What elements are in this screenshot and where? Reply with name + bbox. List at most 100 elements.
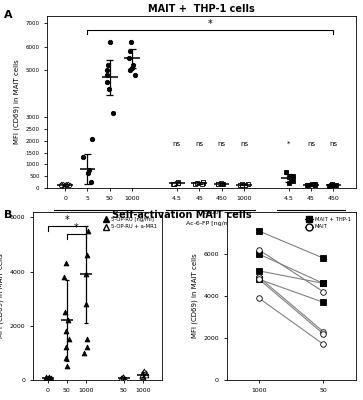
Point [170, 180, 176, 187]
Text: *: * [65, 215, 69, 225]
Text: *: * [287, 141, 290, 147]
Point [321, 255, 326, 262]
Point [130, 62, 136, 69]
Point [334, 182, 339, 189]
Point [256, 251, 262, 257]
Point [122, 376, 128, 382]
Point [321, 280, 326, 286]
Text: ns: ns [240, 141, 248, 147]
Point [256, 276, 262, 282]
Text: Ac-6-FP [ng/ml]: Ac-6-FP [ng/ml] [186, 221, 234, 226]
Point [66, 336, 72, 342]
Point [119, 375, 125, 381]
Point [89, 135, 94, 142]
Point [171, 181, 177, 188]
Point [80, 154, 86, 160]
Point [107, 39, 113, 45]
Point [239, 182, 245, 188]
Point [126, 55, 132, 62]
Point [256, 274, 262, 280]
Point [104, 79, 110, 85]
Point [64, 363, 70, 370]
Title: MAIT +  THP-1 cells: MAIT + THP-1 cells [148, 4, 255, 14]
Point [245, 181, 250, 188]
Point [200, 179, 206, 185]
Point [62, 309, 68, 316]
Text: ns: ns [307, 141, 315, 147]
Point [286, 174, 292, 180]
Point [195, 180, 200, 186]
Point [139, 373, 145, 380]
Point [321, 280, 326, 286]
Point [143, 370, 148, 376]
Y-axis label: MFI (CD69) in MAIT cells: MFI (CD69) in MAIT cells [191, 254, 198, 338]
Point [283, 168, 289, 175]
Point [84, 252, 90, 258]
Point [239, 181, 245, 188]
Point [110, 110, 116, 116]
Point [329, 182, 335, 188]
Point [120, 374, 126, 380]
Point [44, 375, 49, 381]
Text: ns: ns [173, 141, 181, 147]
Point [63, 182, 69, 188]
Point [312, 181, 318, 187]
Point [256, 228, 262, 234]
Point [63, 344, 69, 351]
Point [256, 246, 262, 253]
Point [321, 328, 326, 335]
Point [58, 182, 64, 188]
Point [220, 180, 226, 187]
Point [218, 180, 224, 186]
Point [139, 373, 144, 379]
Text: 5-OP-RU [ng/ml]: 5-OP-RU [ng/ml] [73, 221, 124, 226]
Point [84, 336, 90, 342]
Text: *: * [208, 20, 213, 30]
Point [286, 180, 292, 186]
Text: *: * [74, 223, 79, 233]
Point [64, 260, 69, 267]
Point [309, 181, 315, 188]
Point [219, 181, 224, 188]
Point [121, 374, 126, 380]
Point [256, 276, 262, 282]
Point [85, 344, 90, 351]
Point [174, 180, 180, 186]
Point [105, 62, 111, 69]
Point [127, 48, 133, 54]
Point [46, 375, 52, 381]
Text: ns: ns [329, 141, 338, 147]
Point [81, 350, 86, 356]
Point [256, 268, 262, 274]
Point [132, 72, 138, 78]
Point [215, 181, 221, 187]
Point [290, 173, 296, 180]
Point [104, 67, 110, 73]
Point [43, 374, 49, 380]
Point [312, 182, 318, 188]
Text: B: B [4, 210, 12, 220]
Point [129, 65, 135, 71]
Point [46, 374, 52, 380]
Text: A: A [4, 10, 12, 20]
Point [44, 376, 50, 382]
Point [199, 180, 205, 187]
Text: Self-activation MAIT cells: Self-activation MAIT cells [112, 210, 251, 220]
Point [119, 375, 125, 382]
Point [83, 301, 89, 307]
Point [305, 182, 311, 189]
Legend: MAIT + THP-1, MAIT: MAIT + THP-1, MAIT [303, 215, 353, 232]
Point [83, 271, 89, 278]
Point [122, 376, 128, 382]
Point [329, 182, 334, 188]
Point [141, 367, 147, 374]
Point [88, 179, 94, 185]
Point [305, 182, 310, 188]
Point [139, 371, 145, 378]
Point [63, 328, 69, 334]
Point [118, 374, 124, 381]
Point [45, 375, 51, 382]
Point [66, 182, 72, 188]
Point [237, 182, 243, 188]
Point [104, 72, 110, 78]
